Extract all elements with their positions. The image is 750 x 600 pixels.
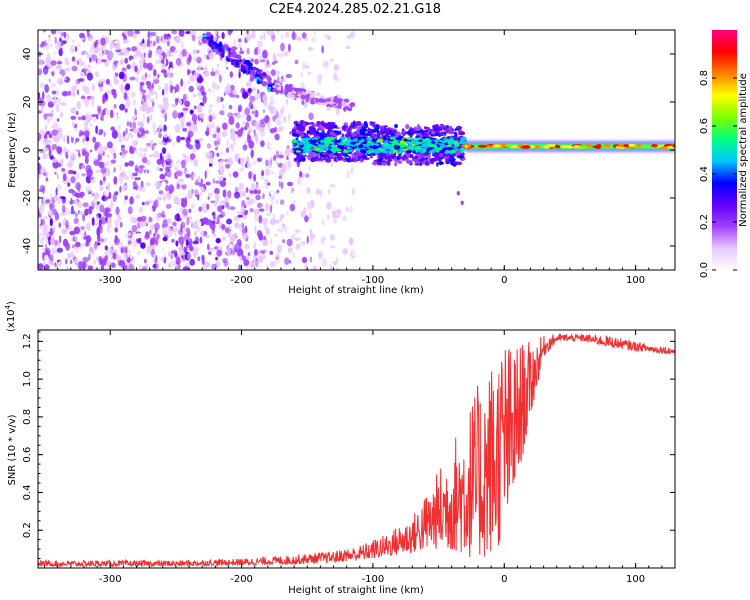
colorbar-label: Normalized spectral amplitude xyxy=(738,73,749,227)
y-tick-label: 1.2 xyxy=(22,333,33,349)
x-tick-label: -100 xyxy=(362,574,385,585)
x-tick-label: -200 xyxy=(230,275,253,286)
colorbar-tick-label: 0.4 xyxy=(699,166,710,182)
x-tick-label: 100 xyxy=(626,275,645,286)
snr-plot-area xyxy=(37,329,676,569)
y-tick-label: 0.6 xyxy=(22,447,33,463)
y-tick-label: 0 xyxy=(22,147,33,153)
colorbar-tick-label: 0.8 xyxy=(699,70,710,86)
y-tick-label: 0.4 xyxy=(22,484,33,500)
x-tick-label: 0 xyxy=(501,275,507,286)
snr-line xyxy=(38,333,675,568)
y-tick-label: 20 xyxy=(22,96,33,109)
x-tick-label: -300 xyxy=(99,574,122,585)
snr-y-scale: (x104) xyxy=(4,301,17,332)
colorbar-tick-label: 0.0 xyxy=(699,262,710,278)
y-tick-label: -20 xyxy=(22,190,33,206)
snr-series xyxy=(38,333,675,568)
x-tick-label: 0 xyxy=(501,574,507,585)
spectrogram-ylabel: Frequency (Hz) xyxy=(7,112,18,188)
x-tick-label: 100 xyxy=(626,574,645,585)
y-tick-label: 0.8 xyxy=(22,409,33,425)
y-tick-label: 40 xyxy=(22,48,33,61)
snr-chart: -300 -200 -100 0 100 0.2 0.4 0.6 0.8 1.0 1.2 Heigh… xyxy=(4,301,676,596)
spectrogram-heatmap xyxy=(38,30,675,270)
colorbar: 0.0 0.2 0.4 0.6 0.8 xyxy=(699,30,737,278)
y-tick-label: 0.2 xyxy=(22,522,33,538)
y-tick-label: 1.0 xyxy=(22,371,33,387)
figure-title: C2E4.2024.285.02.21.G18 xyxy=(268,2,442,17)
colorbar-tick-label: 0.2 xyxy=(699,214,710,230)
x-tick-label: -200 xyxy=(230,574,253,585)
colorbar-tick-label: 0.6 xyxy=(699,118,710,134)
y-tick-label: -40 xyxy=(22,238,33,254)
snr-ylabel: SNR (10 * v/v) xyxy=(7,414,18,485)
snr-axes: -300 -200 -100 0 100 0.2 0.4 0.6 0.8 1.0 1.2 xyxy=(22,329,676,585)
x-tick-label: -300 xyxy=(99,275,122,286)
spectrogram-xlabel: Height of straight line (km) xyxy=(288,285,424,296)
snr-xlabel: Height of straight line (km) xyxy=(288,585,424,596)
x-tick-label: -100 xyxy=(362,275,385,286)
colorbar-gradient xyxy=(712,30,737,270)
